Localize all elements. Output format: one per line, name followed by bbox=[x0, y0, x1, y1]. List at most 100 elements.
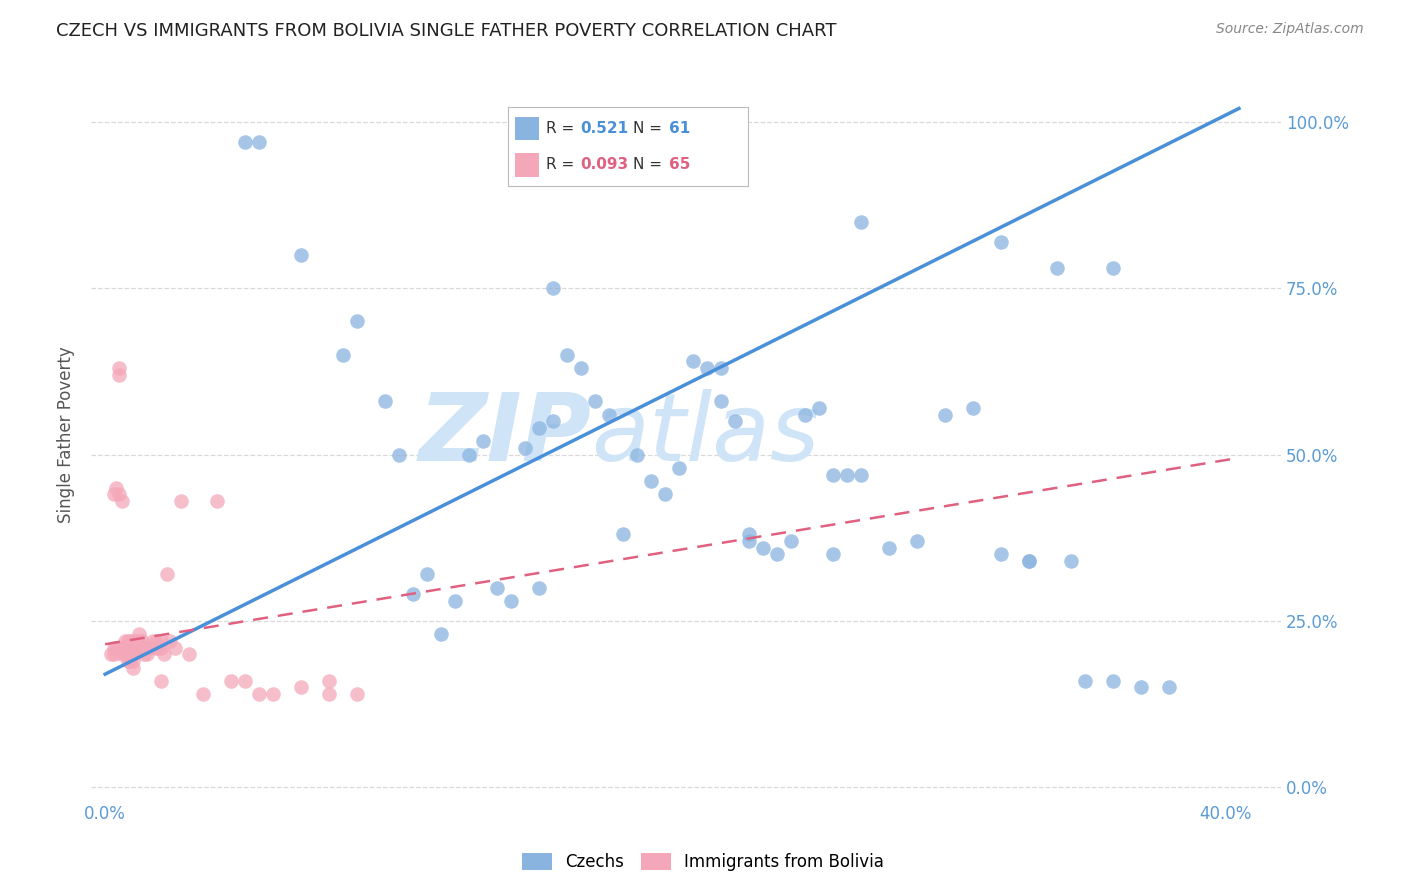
Point bbox=[794, 408, 817, 422]
Point bbox=[150, 673, 173, 688]
Point bbox=[332, 348, 354, 362]
Point bbox=[1157, 681, 1180, 695]
Point bbox=[120, 654, 142, 668]
Text: 0.521: 0.521 bbox=[581, 121, 628, 136]
Point bbox=[114, 647, 136, 661]
Point bbox=[835, 467, 858, 482]
Point bbox=[1018, 554, 1040, 568]
Point bbox=[877, 541, 900, 555]
Point bbox=[120, 647, 142, 661]
Point bbox=[120, 633, 142, 648]
Point bbox=[111, 640, 134, 655]
Point bbox=[598, 408, 620, 422]
Point bbox=[120, 640, 142, 655]
Point bbox=[233, 673, 256, 688]
Point bbox=[583, 394, 606, 409]
Text: N =: N = bbox=[633, 157, 666, 172]
Text: atlas: atlas bbox=[591, 389, 820, 480]
Point bbox=[179, 647, 201, 661]
Point bbox=[696, 361, 718, 376]
Point bbox=[541, 281, 564, 295]
Point bbox=[159, 633, 181, 648]
Point bbox=[191, 687, 214, 701]
Point bbox=[108, 361, 131, 376]
Point bbox=[108, 368, 131, 382]
Point bbox=[219, 673, 242, 688]
Point bbox=[710, 394, 733, 409]
Point bbox=[290, 681, 312, 695]
Point bbox=[128, 627, 150, 641]
Point bbox=[117, 633, 139, 648]
Text: ZIP: ZIP bbox=[418, 389, 591, 481]
Point bbox=[136, 640, 159, 655]
Point bbox=[145, 640, 167, 655]
Point bbox=[318, 673, 340, 688]
Point bbox=[122, 640, 145, 655]
Point bbox=[710, 361, 733, 376]
Point bbox=[472, 434, 495, 449]
Point bbox=[612, 527, 634, 541]
Point bbox=[122, 660, 145, 674]
Point bbox=[668, 460, 690, 475]
Point bbox=[682, 354, 704, 368]
Point bbox=[100, 647, 122, 661]
Point bbox=[738, 534, 761, 549]
Point bbox=[262, 687, 284, 701]
Point bbox=[1074, 673, 1097, 688]
Point bbox=[1102, 261, 1125, 276]
Point bbox=[962, 401, 984, 415]
Point bbox=[117, 647, 139, 661]
Point bbox=[114, 640, 136, 655]
Point bbox=[122, 647, 145, 661]
Point bbox=[139, 640, 162, 655]
Point bbox=[990, 547, 1012, 561]
Point bbox=[654, 487, 676, 501]
Point bbox=[541, 414, 564, 428]
Point bbox=[103, 640, 125, 655]
Point bbox=[486, 581, 509, 595]
Point bbox=[934, 408, 956, 422]
Point bbox=[165, 640, 187, 655]
Point bbox=[105, 481, 128, 495]
Point bbox=[122, 647, 145, 661]
Point bbox=[128, 633, 150, 648]
Point bbox=[117, 654, 139, 668]
Point bbox=[990, 235, 1012, 249]
Point bbox=[724, 414, 747, 428]
Point bbox=[114, 633, 136, 648]
Point bbox=[108, 487, 131, 501]
Point bbox=[780, 534, 803, 549]
Point bbox=[108, 640, 131, 655]
Point bbox=[134, 647, 156, 661]
Text: CZECH VS IMMIGRANTS FROM BOLIVIA SINGLE FATHER POVERTY CORRELATION CHART: CZECH VS IMMIGRANTS FROM BOLIVIA SINGLE … bbox=[56, 22, 837, 40]
Point bbox=[233, 135, 256, 149]
Point bbox=[122, 640, 145, 655]
Point bbox=[766, 547, 789, 561]
Point bbox=[738, 527, 761, 541]
Point bbox=[117, 640, 139, 655]
Point bbox=[626, 448, 648, 462]
Point bbox=[103, 487, 125, 501]
Point bbox=[555, 348, 578, 362]
Point bbox=[136, 647, 159, 661]
Text: N =: N = bbox=[633, 121, 666, 136]
Point bbox=[125, 633, 148, 648]
Point bbox=[808, 401, 831, 415]
Text: 61: 61 bbox=[669, 121, 690, 136]
Text: Source: ZipAtlas.com: Source: ZipAtlas.com bbox=[1216, 22, 1364, 37]
Point bbox=[458, 448, 481, 462]
Point bbox=[374, 394, 396, 409]
Point bbox=[134, 640, 156, 655]
Point bbox=[131, 633, 153, 648]
Point bbox=[150, 640, 173, 655]
Point bbox=[103, 647, 125, 661]
Point bbox=[247, 135, 270, 149]
Y-axis label: Single Father Poverty: Single Father Poverty bbox=[58, 346, 75, 523]
Point bbox=[513, 441, 536, 455]
Point bbox=[444, 594, 467, 608]
Point bbox=[131, 640, 153, 655]
Point bbox=[849, 467, 872, 482]
Point bbox=[290, 248, 312, 262]
Point bbox=[416, 567, 439, 582]
Point bbox=[125, 640, 148, 655]
